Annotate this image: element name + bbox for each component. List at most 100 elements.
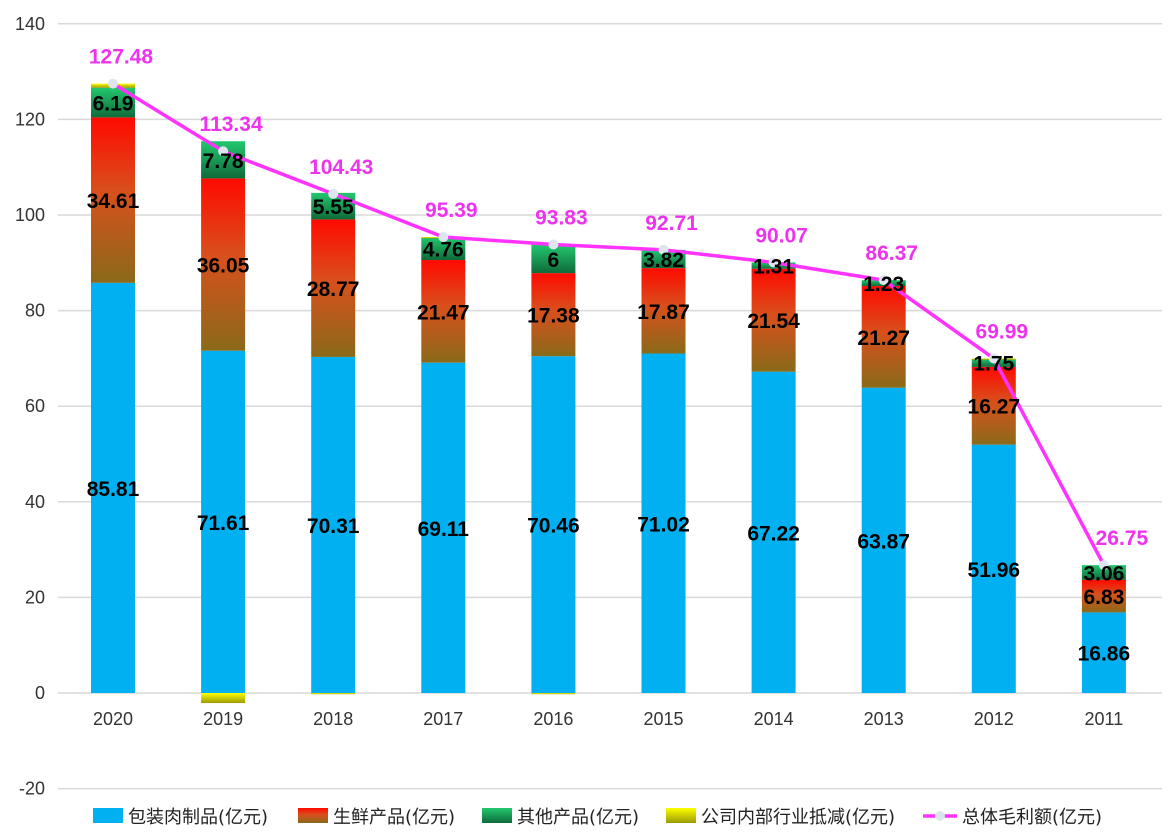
- total-data-label: 26.75: [1096, 527, 1149, 550]
- y-axis-ticks: -20 0 20 40 60 80 100 120 140: [15, 14, 45, 799]
- y-tick-label: 80: [25, 301, 45, 321]
- bar-segment-internal-offset: [531, 693, 576, 695]
- legend-label: 生鲜产品(亿元): [333, 807, 455, 828]
- x-tick-label: 2018: [313, 709, 353, 729]
- legend-label: 包装肉制品(亿元): [128, 807, 268, 828]
- bar-segment-packaged-meat: [641, 353, 686, 693]
- bars: [91, 83, 1126, 704]
- total-data-label: 92.71: [645, 212, 698, 235]
- legend-label: 其他产品(亿元): [517, 807, 639, 828]
- bar-segment-packaged-meat: [311, 356, 356, 693]
- total-data-label: 104.43: [309, 156, 373, 179]
- segment-data-label: 5.55: [313, 196, 354, 219]
- x-tick-label: 2019: [203, 709, 243, 729]
- y-tick-label: 100: [15, 205, 45, 225]
- bar-segment-fresh: [421, 260, 466, 363]
- total-line-marker: [328, 188, 339, 199]
- legend-marker: [935, 811, 945, 821]
- total-data-label: 95.39: [425, 199, 478, 222]
- total-line-marker: [218, 146, 229, 157]
- segment-data-label: 85.81: [87, 478, 140, 501]
- bar-segment-packaged-meat: [421, 362, 466, 693]
- segment-data-label: 63.87: [857, 530, 910, 553]
- total-line-path: [112, 82, 1106, 566]
- x-tick-label: 2014: [754, 709, 794, 729]
- x-tick-label: 2017: [423, 709, 463, 729]
- legend-swatch: [482, 808, 512, 823]
- total-line: [108, 78, 1109, 571]
- y-tick-label: 0: [35, 683, 45, 703]
- segment-data-label: 21.54: [747, 310, 800, 333]
- bar-segment-other: [641, 249, 686, 269]
- segment-data-label: 1.31: [753, 256, 794, 279]
- segment-data-label: 71.02: [637, 513, 690, 536]
- total-data-label: 86.37: [865, 242, 918, 265]
- total-data-label: 127.48: [89, 46, 154, 69]
- total-line-marker: [768, 257, 779, 268]
- y-tick-label: 120: [15, 109, 45, 129]
- segment-data-label: 16.86: [1078, 643, 1131, 666]
- total-data-label: 90.07: [755, 224, 808, 247]
- bar-segment-internal-offset: [311, 693, 356, 695]
- legend-label: 总体毛利额(亿元): [962, 807, 1102, 828]
- total-line-marker: [1098, 560, 1109, 571]
- legend-swatch: [93, 808, 123, 823]
- segment-data-label: 71.61: [197, 512, 250, 535]
- total-data-label: 93.83: [535, 206, 588, 229]
- bar-segment-fresh: [91, 117, 135, 283]
- bar-segment-packaged-meat: [751, 371, 796, 693]
- segment-data-label: 70.31: [307, 515, 360, 538]
- x-axis-ticks: 2020 2019 2018 2017 2016 2015 2014 2013 2012 2011: [93, 709, 1123, 729]
- legend: 包装肉制品(亿元) 生鲜产品(亿元) 其他产品(亿元) 公司内部行业抵减(亿元) 总体毛…: [93, 807, 1102, 828]
- x-tick-label: 2011: [1085, 709, 1124, 729]
- segment-data-label: 16.27: [968, 396, 1021, 419]
- bar-segment-packaged-meat: [1081, 612, 1126, 693]
- total-data-label: 113.34: [200, 113, 263, 136]
- total-line-marker: [108, 78, 118, 89]
- bar-segment-fresh: [1081, 579, 1126, 613]
- bar-segment-packaged-meat: [861, 387, 906, 693]
- segment-data-label: 1.23: [863, 273, 904, 296]
- bar-segment-other: [421, 237, 466, 261]
- x-tick-label: 2020: [93, 709, 133, 729]
- y-tick-label: 40: [25, 492, 45, 512]
- y-tick-label: 140: [15, 14, 45, 34]
- data-labels: 85.81 34.61 6.19 71.61 36.05 7.78 70.31 28.77 5.…: [87, 46, 1149, 666]
- bar-segment-fresh: [311, 219, 356, 357]
- segment-data-label: 21.47: [417, 301, 470, 324]
- bar-segment-packaged-meat: [531, 356, 576, 693]
- segment-data-label: 7.78: [203, 150, 244, 173]
- segment-data-label: 6.19: [93, 93, 134, 116]
- segment-data-label: 70.46: [527, 515, 580, 538]
- segment-data-label: 4.76: [423, 239, 464, 262]
- segment-data-label: 67.22: [747, 522, 800, 545]
- segment-data-label: 3.82: [643, 249, 684, 272]
- segment-data-label: 17.87: [637, 301, 690, 324]
- segment-data-label: 6: [548, 249, 560, 272]
- bar-segment-packaged-meat: [91, 282, 135, 693]
- segment-data-label: 51.96: [968, 559, 1021, 582]
- bar-segment-other: [1081, 565, 1126, 580]
- segment-data-label: 1.75: [973, 353, 1014, 376]
- legend-label: 公司内部行业抵减(亿元): [701, 807, 895, 828]
- bar-segment-fresh: [531, 273, 576, 357]
- bar-segment-internal-offset: [201, 693, 246, 704]
- legend-swatch: [298, 808, 328, 823]
- total-line-marker: [878, 275, 889, 286]
- bar-segment-fresh: [971, 366, 1016, 445]
- bar-segment-fresh: [861, 286, 906, 388]
- y-tick-label: 60: [25, 396, 45, 416]
- segment-data-label: 28.77: [307, 278, 360, 301]
- segment-data-label: 69.11: [418, 518, 470, 541]
- x-tick-label: 2015: [643, 709, 683, 729]
- total-line-marker: [438, 232, 449, 243]
- x-tick-label: 2016: [533, 709, 573, 729]
- total-line-marker: [988, 353, 999, 364]
- bar-segment-fresh: [751, 268, 796, 372]
- bar-segment-packaged-meat: [971, 444, 1016, 693]
- segment-data-label: 6.83: [1083, 586, 1124, 609]
- segment-data-label: 3.06: [1083, 562, 1124, 585]
- bar-segment-packaged-meat: [201, 350, 246, 693]
- y-tick-label: 20: [25, 587, 45, 607]
